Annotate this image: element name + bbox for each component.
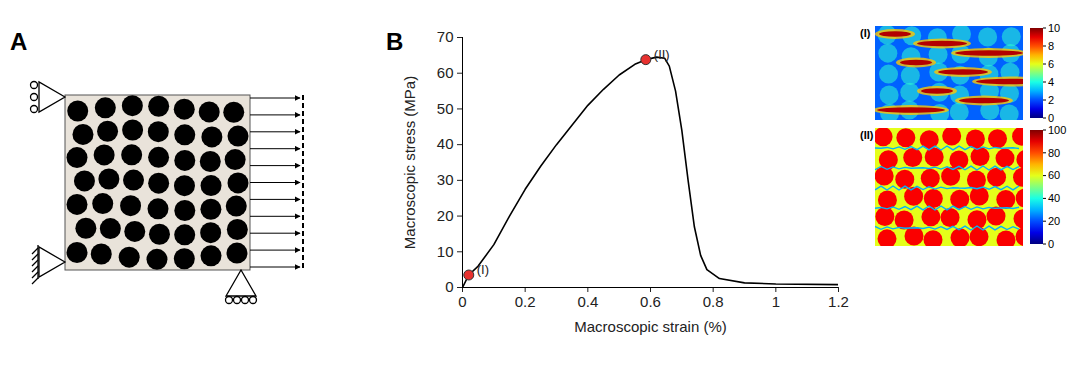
svg-text:B: B (386, 28, 403, 55)
svg-text:6: 6 (1048, 58, 1054, 70)
svg-text:4: 4 (1048, 76, 1054, 88)
svg-text:40: 40 (1048, 192, 1060, 204)
svg-text:20: 20 (1048, 215, 1060, 227)
svg-text:70: 70 (437, 28, 454, 45)
svg-text:30: 30 (437, 171, 454, 188)
svg-text:0: 0 (458, 293, 466, 310)
svg-text:0.6: 0.6 (640, 293, 661, 310)
svg-text:50: 50 (437, 100, 454, 117)
svg-text:80: 80 (1048, 147, 1060, 159)
svg-text:60: 60 (437, 64, 454, 81)
svg-text:(II): (II) (654, 47, 670, 62)
svg-text:0.4: 0.4 (577, 293, 598, 310)
svg-text:2: 2 (1048, 94, 1054, 106)
svg-text:10: 10 (1048, 22, 1060, 34)
svg-text:A: A (10, 28, 27, 55)
svg-text:(I): (I) (477, 262, 489, 277)
svg-text:40: 40 (437, 135, 454, 152)
svg-text:100: 100 (1048, 124, 1066, 136)
svg-text:0: 0 (445, 278, 453, 295)
svg-text:0.2: 0.2 (515, 293, 536, 310)
svg-text:(I): (I) (860, 27, 871, 39)
svg-text:(II): (II) (860, 129, 874, 141)
svg-text:Macroscopic stress (MPa): Macroscopic stress (MPa) (401, 76, 418, 249)
svg-text:0: 0 (1048, 238, 1054, 250)
svg-text:0: 0 (1048, 112, 1054, 124)
svg-text:8: 8 (1048, 40, 1054, 52)
svg-text:1: 1 (772, 293, 780, 310)
svg-text:20: 20 (437, 207, 454, 224)
svg-text:1.2: 1.2 (828, 293, 849, 310)
svg-text:0.8: 0.8 (703, 293, 724, 310)
svg-text:Macroscopic strain (%): Macroscopic strain (%) (574, 318, 727, 335)
svg-text:10: 10 (437, 243, 454, 260)
svg-text:60: 60 (1048, 169, 1060, 181)
